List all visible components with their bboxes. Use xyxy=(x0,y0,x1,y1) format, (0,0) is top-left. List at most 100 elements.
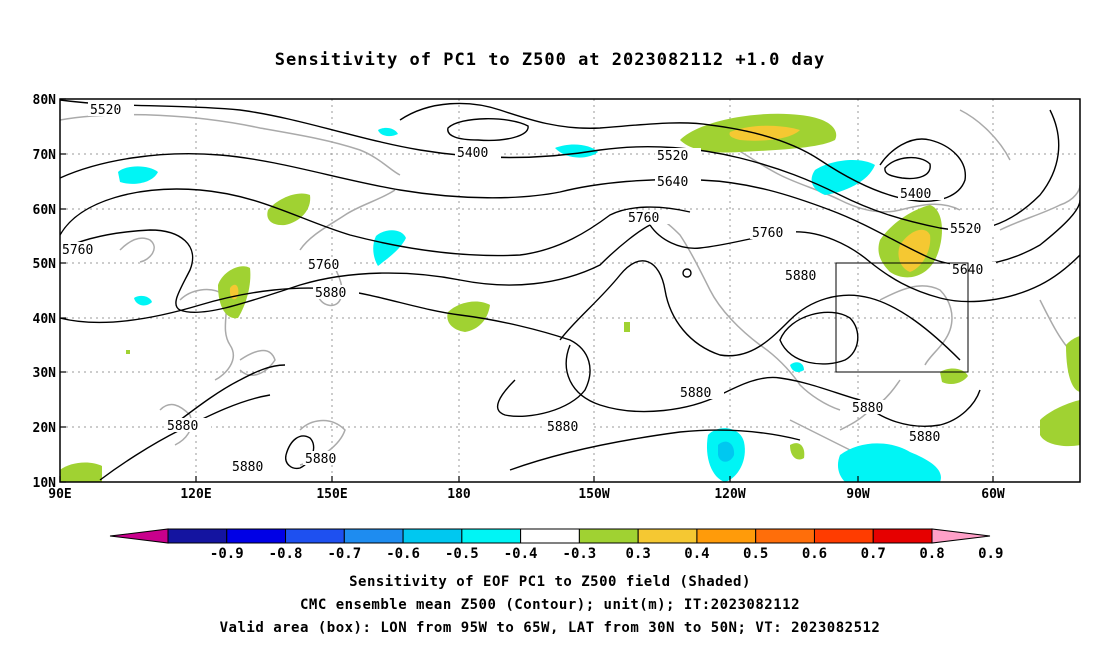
colorbar-label: -0.5 xyxy=(445,546,479,562)
contour-label: 5520 xyxy=(90,103,121,118)
shade-pos-05 xyxy=(729,125,800,141)
contour-label: 5880 xyxy=(852,401,883,416)
contour-label: 5400 xyxy=(900,187,931,202)
plot-area: 5520 5400 5520 5640 5400 5520 5640 5760 … xyxy=(60,99,1080,482)
shade-pos-04 xyxy=(940,368,968,384)
contour-5760-east xyxy=(649,224,1080,303)
colorbar-label: 0.6 xyxy=(802,546,827,562)
colorbar-segment xyxy=(343,528,404,544)
footer-line-2: CMC ensemble mean Z500 (Contour); unit(m… xyxy=(299,597,800,613)
lat-label: 10N xyxy=(33,476,57,491)
shade-neg-04 xyxy=(118,166,158,184)
contour-label: 5880 xyxy=(909,430,940,445)
lat-label: 20N xyxy=(33,421,57,436)
contour-labels: 5520 5400 5520 5640 5400 5520 5640 5760 … xyxy=(60,102,996,475)
contour-label: 5520 xyxy=(950,222,981,237)
colorbar-extend-low xyxy=(109,528,169,544)
contour-label: 5880 xyxy=(315,286,346,301)
contour-5760-west xyxy=(60,224,651,314)
lon-label: 150W xyxy=(578,487,609,502)
valid-area-box xyxy=(835,262,969,373)
footer-line-1: Sensitivity of EOF PC1 to Z500 field (Sh… xyxy=(349,574,751,590)
contour-label: 5880 xyxy=(167,419,198,434)
shade-neg-05 xyxy=(718,441,735,462)
contour-label: 5880 xyxy=(785,269,816,284)
contour-small-closed xyxy=(682,268,692,278)
lat-label: 80N xyxy=(33,93,57,108)
contour-label: 5760 xyxy=(752,226,783,241)
shade-neg-04 xyxy=(811,159,875,195)
contour-5880-south xyxy=(179,364,286,421)
colorbar-segment xyxy=(578,528,639,544)
colorbar-label: 0.5 xyxy=(743,546,768,562)
colorbar-label: 0.9 xyxy=(978,546,1003,562)
shade-pos-04 xyxy=(60,462,102,482)
contour-label: 5880 xyxy=(680,386,711,401)
lat-label: 40N xyxy=(33,312,57,327)
shade-pos-04 xyxy=(790,443,805,460)
footer-line-3: Valid area (box): LON from 95W to 65W, L… xyxy=(219,620,881,636)
colorbar-segment xyxy=(226,528,287,544)
colorbar-label: -0.7 xyxy=(327,546,361,562)
contour-5880-closed xyxy=(779,311,859,365)
longitude-labels: 90E 120E 150E 180 150W 120W 90W 60W xyxy=(48,487,1005,502)
plot-frame xyxy=(59,98,1081,483)
contour-label: 5760 xyxy=(628,211,659,226)
colorbar-segment xyxy=(755,528,815,544)
shade-pos-04-dot xyxy=(624,322,630,332)
tick-marks xyxy=(59,98,994,483)
shade-pos-04 xyxy=(1040,400,1080,447)
contour-5880-low xyxy=(565,344,861,413)
contour-5400 xyxy=(399,102,966,202)
lat-label: 70N xyxy=(33,148,57,163)
contour-label: 5760 xyxy=(62,243,93,258)
contour-label: 5880 xyxy=(547,420,578,435)
shade-pos-04 xyxy=(1066,336,1080,392)
colorbar-segment xyxy=(696,528,757,544)
colorbar-segment xyxy=(167,528,228,544)
map-title: Sensitivity of PC1 to Z500 at 2023082112… xyxy=(274,50,826,70)
lat-label: 60N xyxy=(33,203,57,218)
contour-5400-closed2 xyxy=(884,157,931,180)
colorbar-label: 0.4 xyxy=(684,546,709,562)
shade-neg-04 xyxy=(790,362,804,373)
contour-label: 5520 xyxy=(657,149,688,164)
contour-label: 5640 xyxy=(657,175,688,190)
colorbar-label: -0.3 xyxy=(563,546,597,562)
shade-pos-04-dot xyxy=(126,350,130,354)
contour-5400-closed xyxy=(447,118,529,142)
lon-label: 120E xyxy=(180,487,211,502)
colorbar-segment xyxy=(813,528,874,544)
colorbar-segment xyxy=(520,528,580,544)
colorbar-segment xyxy=(285,528,345,544)
colorbar: -0.9 -0.8 -0.7 -0.6 -0.5 -0.4 -0.3 0.3 0.4 0.5 0.6… xyxy=(109,528,1003,562)
shade-neg-04 xyxy=(378,127,398,137)
colorbar-label: 0.3 xyxy=(626,546,651,562)
colorbar-label: -0.6 xyxy=(386,546,420,562)
lat-label: 50N xyxy=(33,257,57,272)
colorbar-label: -0.4 xyxy=(504,546,538,562)
colorbar-label: 0.7 xyxy=(861,546,886,562)
contour-5880-trough xyxy=(559,260,961,361)
contour-5640b xyxy=(60,188,691,257)
colorbar-segment xyxy=(402,528,463,544)
shade-pos-04 xyxy=(267,193,311,226)
lon-label: 90E xyxy=(48,487,71,502)
contour-5880-center xyxy=(60,287,591,417)
shade-neg-04 xyxy=(373,230,406,266)
shade-neg-04 xyxy=(134,295,152,306)
colorbar-extend-high xyxy=(931,528,991,544)
colorbar-label: -0.8 xyxy=(269,546,303,562)
lon-label: 90W xyxy=(846,487,870,502)
colorbar-segment xyxy=(637,528,698,544)
lon-label: 150E xyxy=(316,487,347,502)
colorbar-label: -0.9 xyxy=(210,546,244,562)
lon-label: 60W xyxy=(981,487,1005,502)
latitude-labels: 80N 70N 60N 50N 40N 30N 20N 10N xyxy=(33,93,57,491)
lon-label: 120W xyxy=(714,487,745,502)
contour-5880-s2 xyxy=(509,429,801,471)
contour-label: 5880 xyxy=(305,452,336,467)
colorbar-label: 0.8 xyxy=(919,546,944,562)
colorbar-segment xyxy=(872,528,933,544)
